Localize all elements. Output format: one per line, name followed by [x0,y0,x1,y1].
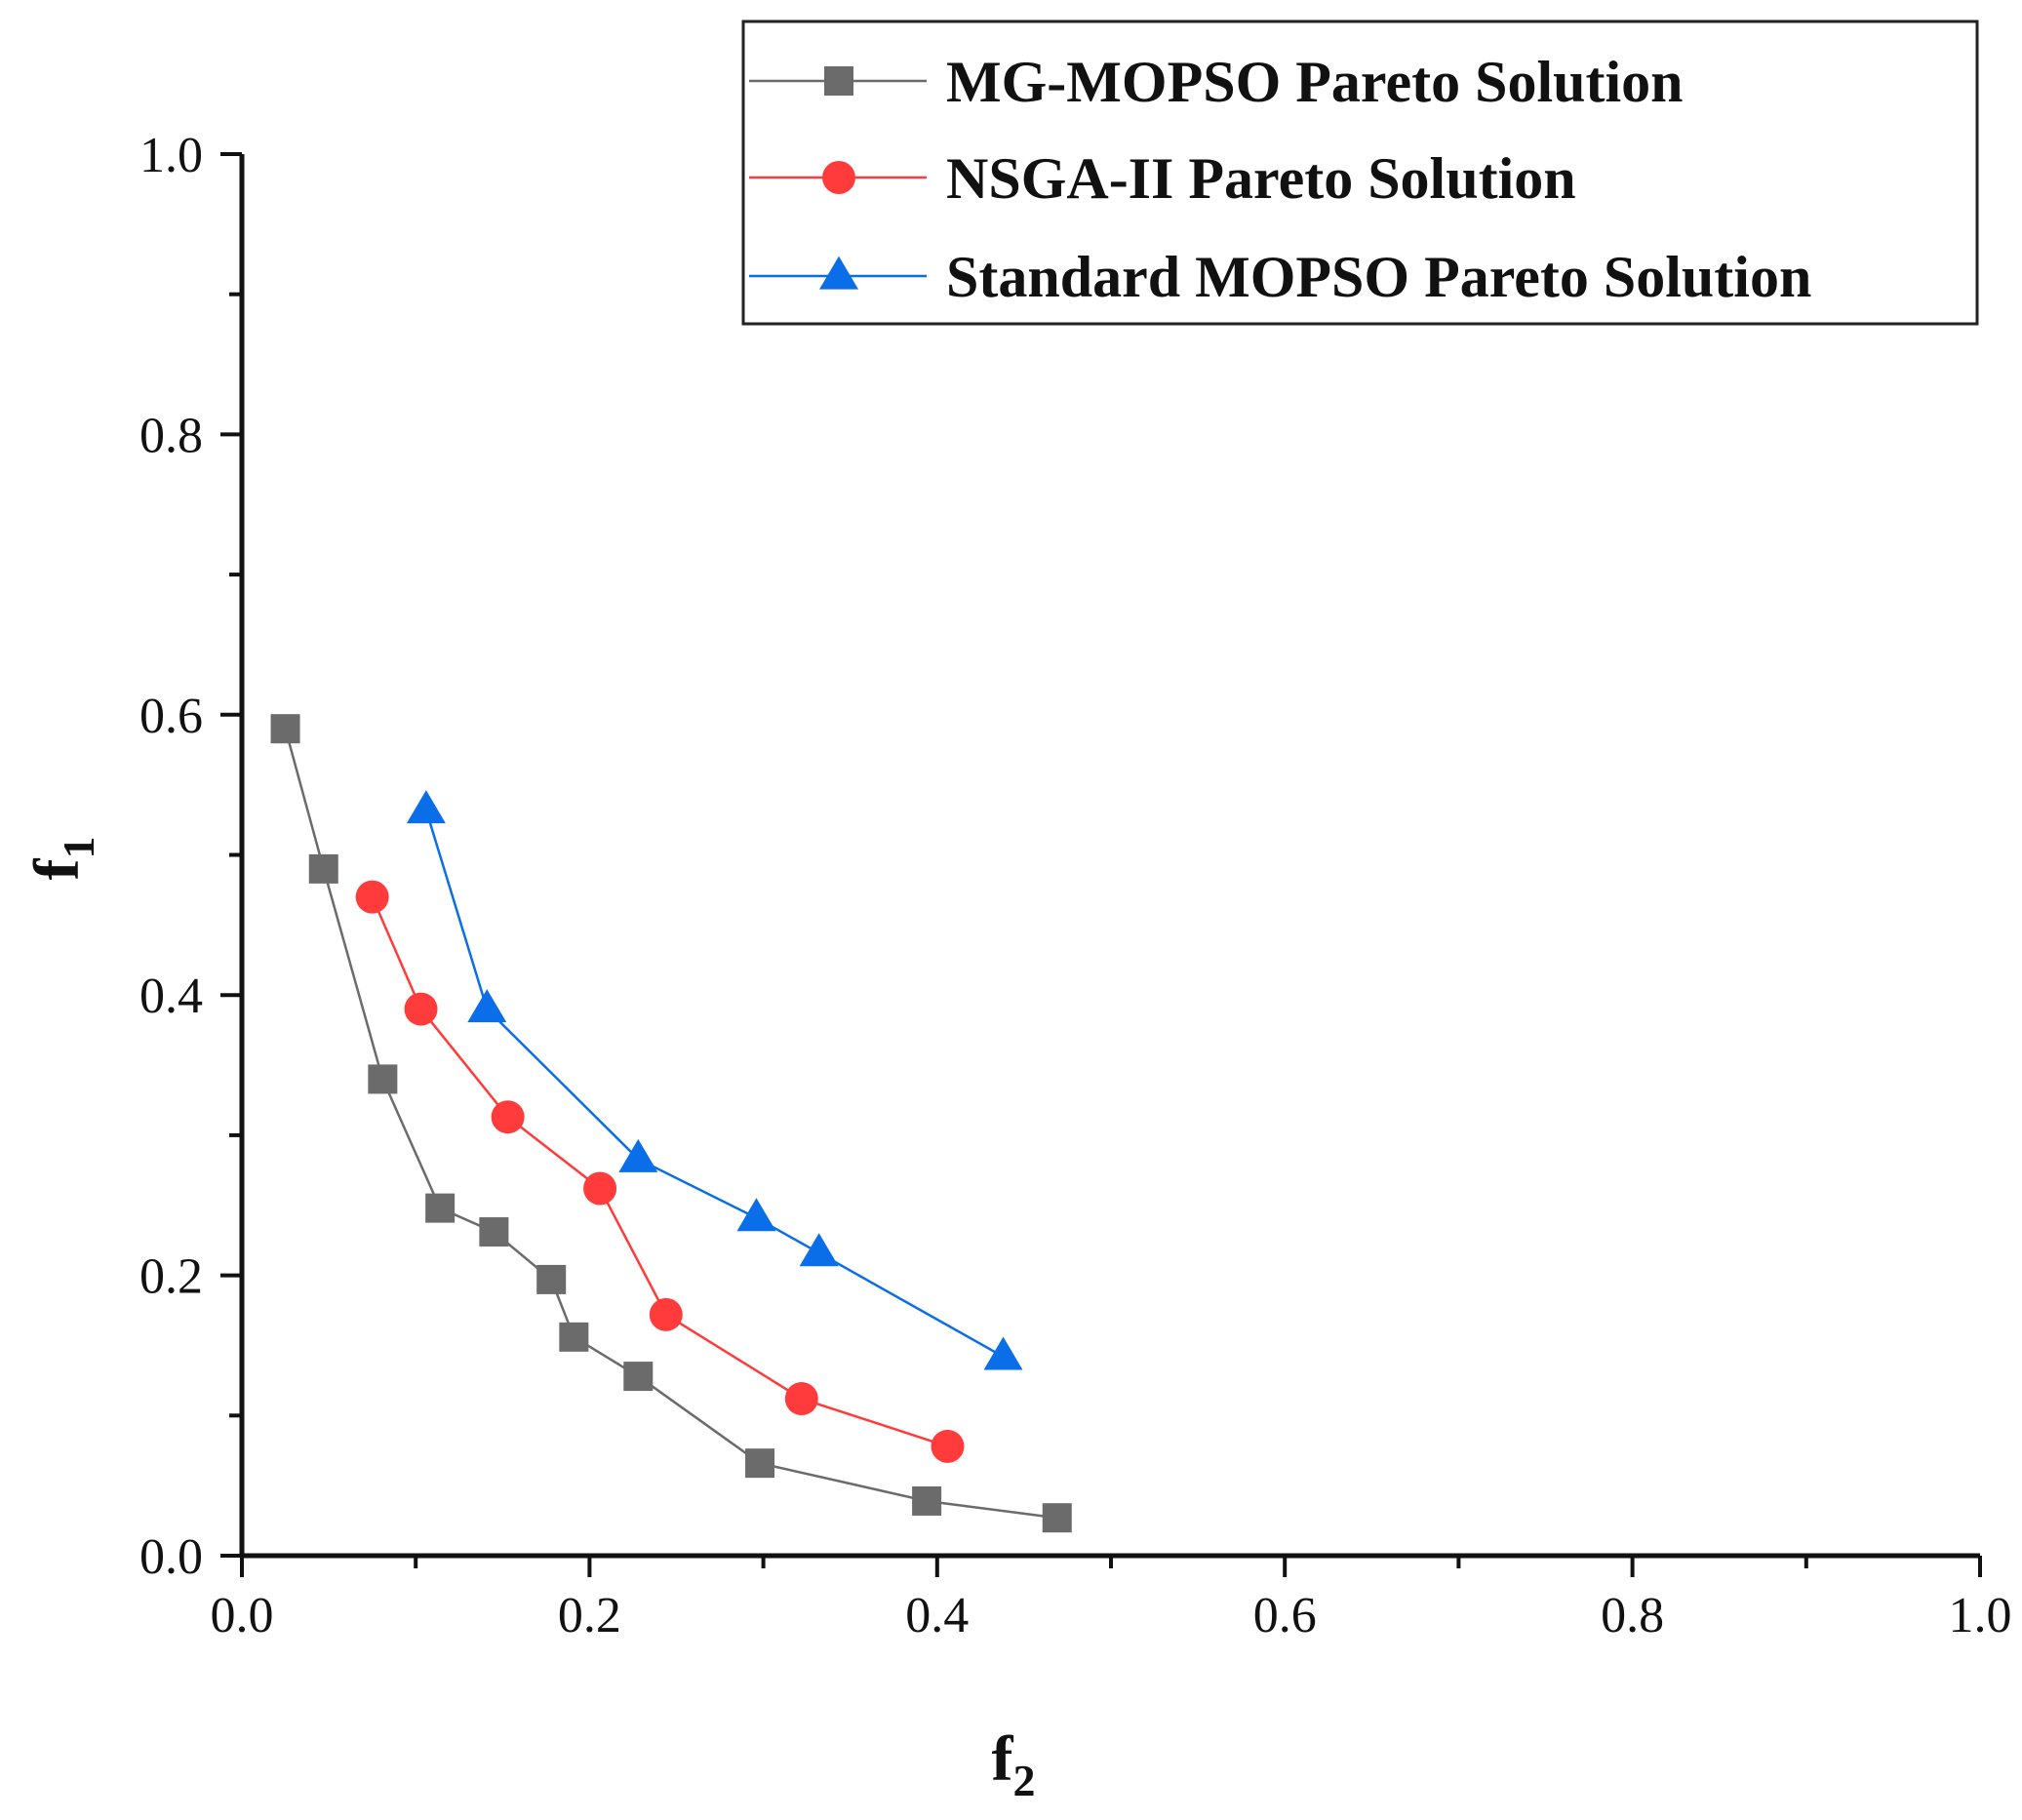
x-tick-label: 0.6 [1253,1588,1317,1643]
x-tick-label: 0.4 [905,1588,969,1643]
data-point [355,880,389,914]
series-line [424,810,1005,1359]
x-tick-label: 1.0 [1949,1588,2012,1643]
x-tick-label: 0.0 [211,1588,274,1643]
axes: 0.0 0.2 0.4 0.6 0.8 1.0 0.0 0.2 0.4 0.6 0.8 1.0 f2 f1 [21,128,2012,1805]
y-tick-label: 0.2 [139,1249,203,1305]
series-2 [355,880,965,1463]
y-tick-label: 0.4 [139,969,203,1024]
data-point [618,1138,658,1172]
data-point [983,1336,1023,1370]
data-point [491,1100,525,1134]
series-line [371,896,948,1448]
data-point [784,1382,818,1416]
data-point [404,992,438,1026]
x-tick-label: 0.8 [1601,1588,1664,1643]
y-tick-label: 0.0 [139,1529,203,1585]
legend-marker [819,256,858,290]
legend-marker [824,66,853,96]
data-point [425,1193,456,1223]
x-axis-title: f2 [992,1723,1036,1805]
series-3 [406,790,1023,1370]
data-point [912,1485,942,1516]
legend: MG-MOPSO Pareto Solution NSGA-II Pareto S… [741,20,1979,326]
data-point [649,1297,683,1331]
data-point [623,1362,654,1392]
data-point [1042,1503,1072,1533]
legend-marker [822,161,855,194]
x-tick-label: 0.2 [558,1588,621,1643]
data-point [931,1429,965,1463]
legend-label: NSGA-II Pareto Solution [946,146,1576,211]
data-point [270,714,300,744]
legend-label: MG-MOPSO Pareto Solution [946,50,1684,114]
legend-label: Standard MOPSO Pareto Solution [946,245,1811,309]
data-point [559,1322,589,1352]
data-point [479,1217,509,1247]
data-point [583,1171,617,1206]
y-tick-label: 0.8 [139,408,203,463]
data-point [368,1064,398,1094]
data-point [308,853,338,884]
y-tick-label: 1.0 [139,128,203,183]
legend-box [741,20,1979,326]
data-point [736,1198,776,1232]
data-point [406,790,446,824]
data-point [799,1233,839,1267]
data-point [536,1264,567,1294]
data-point [745,1448,775,1479]
series-1 [270,714,1072,1533]
series-layer [270,714,1072,1533]
data-point [467,989,507,1023]
y-tick-label: 0.6 [139,689,203,744]
y-axis-title: f1 [21,837,103,881]
series-line [284,728,1057,1520]
